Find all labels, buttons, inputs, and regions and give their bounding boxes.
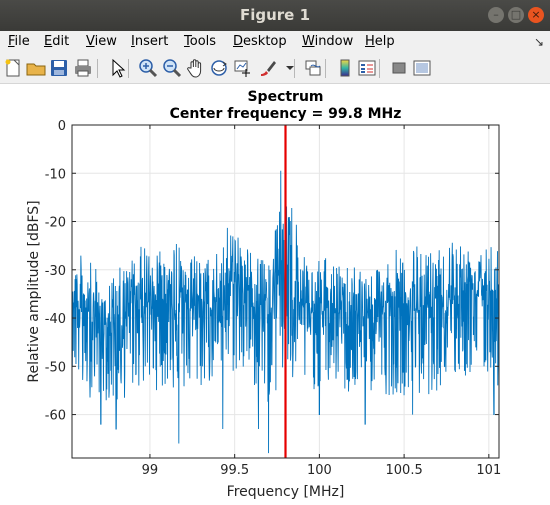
x-tick-label: 100.5 bbox=[386, 463, 423, 478]
y-tick-label: -50 bbox=[45, 360, 66, 375]
print-icon[interactable] bbox=[72, 57, 94, 79]
minimize-icon[interactable]: – bbox=[488, 7, 504, 23]
hide-plot-tools-icon[interactable] bbox=[388, 57, 410, 79]
rotate-3d-icon[interactable] bbox=[208, 57, 230, 79]
toolbar-separator bbox=[379, 59, 380, 78]
brush-icon[interactable] bbox=[256, 57, 278, 79]
legend-icon[interactable] bbox=[356, 57, 378, 79]
menu-desktop[interactable]: Desktop bbox=[233, 34, 287, 49]
pan-hand-icon[interactable] bbox=[185, 57, 207, 79]
chart-subtitle: Center frequency = 99.8 MHz bbox=[170, 106, 402, 122]
toolbar-separator bbox=[294, 59, 295, 78]
axis-ticks: 99 99.5 100 100.5 101 0 -10 -20 -30 -40 -50 -60 bbox=[45, 119, 501, 478]
data-cursor-icon[interactable] bbox=[232, 57, 254, 79]
y-axis-label: Relative amplitude [dBFS] bbox=[26, 200, 42, 382]
menu-file[interactable]: File bbox=[8, 34, 30, 49]
figure-toolbar bbox=[0, 54, 550, 84]
toolbar-separator bbox=[325, 59, 326, 78]
save-icon[interactable] bbox=[48, 57, 70, 79]
link-plot-icon[interactable] bbox=[302, 57, 324, 79]
y-tick-label: -30 bbox=[45, 264, 66, 279]
x-axis-label: Frequency [MHz] bbox=[227, 484, 345, 500]
spectrum-chart: 99 99.5 100 100.5 101 0 -10 -20 -30 -40 -50 -60 Spe… bbox=[26, 89, 501, 500]
toolbar-separator bbox=[97, 59, 98, 78]
select-arrow-icon[interactable] bbox=[106, 57, 128, 79]
figure-canvas: 99 99.5 100 100.5 101 0 -10 -20 -30 -40 -50 -60 Spe… bbox=[0, 84, 550, 505]
chart-title: Spectrum bbox=[247, 89, 323, 105]
maximize-icon[interactable]: □ bbox=[508, 7, 524, 23]
show-plot-tools-icon[interactable] bbox=[411, 57, 433, 79]
menu-view[interactable]: View bbox=[86, 34, 117, 49]
window-title: Figure 1 bbox=[239, 6, 311, 24]
menu-window[interactable]: Window bbox=[302, 34, 354, 49]
brush-dropdown-icon[interactable] bbox=[279, 57, 294, 79]
y-tick-label: -40 bbox=[45, 312, 66, 327]
title-bar[interactable]: Figure 1 – □ × bbox=[0, 0, 550, 31]
axes-box bbox=[71, 124, 500, 459]
menu-bar: ↘ File Edit View Insert Tools Desktop Window He… bbox=[0, 31, 550, 54]
menu-edit[interactable]: Edit bbox=[44, 34, 70, 49]
x-tick-label: 99.5 bbox=[220, 463, 249, 478]
x-tick-label: 99 bbox=[142, 463, 159, 478]
zoom-in-icon[interactable] bbox=[137, 57, 159, 79]
x-tick-label: 100 bbox=[307, 463, 332, 478]
y-tick-label: -10 bbox=[45, 167, 66, 182]
x-tick-label: 101 bbox=[476, 463, 501, 478]
menu-insert[interactable]: Insert bbox=[131, 34, 169, 49]
colorbar-icon[interactable] bbox=[334, 57, 356, 79]
open-folder-icon[interactable] bbox=[25, 57, 47, 79]
dock-figure-icon[interactable]: ↘ bbox=[533, 35, 544, 49]
new-figure-icon[interactable] bbox=[2, 57, 24, 79]
y-tick-label: -60 bbox=[45, 409, 66, 424]
zoom-out-icon[interactable] bbox=[161, 57, 183, 79]
menu-tools[interactable]: Tools bbox=[184, 34, 217, 49]
close-icon[interactable]: × bbox=[528, 7, 544, 23]
y-tick-label: 0 bbox=[58, 119, 66, 134]
y-tick-label: -20 bbox=[45, 216, 66, 231]
menu-help[interactable]: Help bbox=[365, 34, 395, 49]
toolbar-separator bbox=[128, 59, 129, 78]
